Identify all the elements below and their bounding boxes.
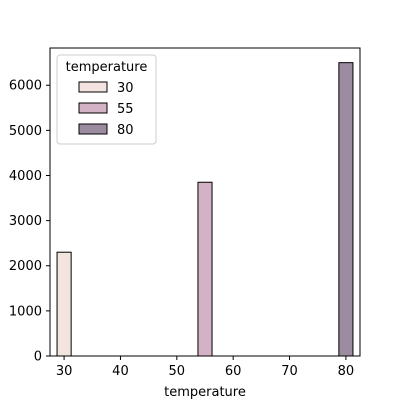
legend: temperature 30 55 80: [56, 54, 157, 145]
x-tick-label: 30: [56, 364, 73, 379]
plot-frame: [49, 47, 361, 357]
x-axis-label: temperature: [164, 385, 246, 400]
bar-30: [56, 251, 72, 357]
x-tick-label: 70: [281, 364, 298, 379]
y-tick-label: 3000: [9, 214, 42, 229]
y-tick-label: 2000: [9, 259, 42, 274]
x-tick-label: 40: [112, 364, 129, 379]
bar-55: [197, 181, 213, 357]
x-tick-label: 50: [169, 364, 186, 379]
legend-label-30: 30: [117, 81, 134, 96]
legend-swatch-80: [78, 123, 108, 135]
y-tick-label: 6000: [9, 79, 42, 94]
x-tick-label: 80: [338, 364, 355, 379]
legend-title: temperature: [66, 60, 148, 75]
y-tick-label: 5000: [9, 124, 42, 139]
x-tick-label: 60: [225, 364, 242, 379]
y-tick-label: 0: [34, 350, 42, 365]
y-tick-label: 4000: [9, 169, 42, 184]
y-tick-label: 1000: [9, 304, 42, 319]
legend-swatch-55: [78, 102, 108, 114]
bars-layer: [56, 62, 354, 357]
legend-swatch-30: [78, 81, 108, 93]
legend-label-55: 55: [117, 102, 134, 117]
bar-80: [338, 62, 354, 357]
legend-label-80: 80: [117, 123, 134, 138]
legend-box: [56, 54, 157, 145]
axes-layer: 30 40 50 60 70 80 0 1000 2000 3000 4000 5000 6000 tem…: [9, 47, 361, 400]
